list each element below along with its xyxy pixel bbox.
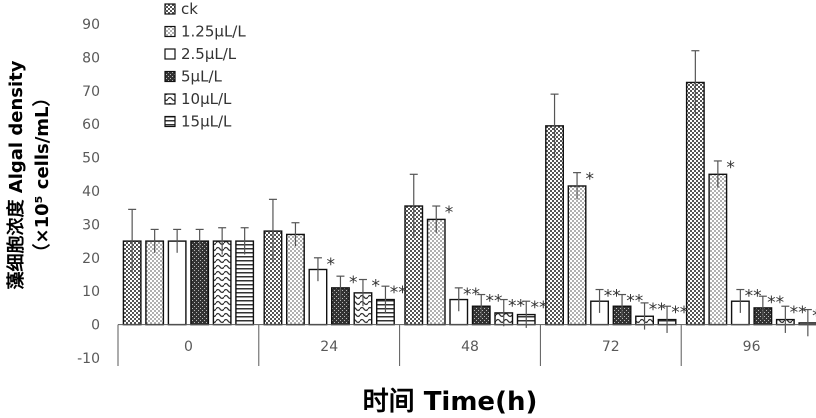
bar-checker — [687, 82, 705, 324]
bar-dots — [428, 219, 446, 324]
legend-swatch — [165, 49, 175, 59]
significance-mark: ** — [671, 303, 688, 323]
legend-swatch — [165, 94, 175, 104]
legend-label: 2.5μL/L — [181, 45, 237, 63]
y-tick-label: -10 — [77, 351, 100, 367]
y-tick-label: 60 — [82, 117, 100, 133]
legend-swatch — [165, 117, 175, 127]
x-tick-label: 0 — [184, 339, 193, 355]
significance-mark: * — [586, 170, 595, 190]
legend-label: 10μL/L — [181, 90, 232, 108]
y-tick-label: 0 — [91, 318, 100, 334]
legend-label: ck — [181, 0, 198, 18]
y-axis-title-line2: （×10⁵ cells/mL） — [32, 88, 53, 261]
y-tick-label: 70 — [82, 84, 100, 100]
legend-label: 15μL/L — [181, 113, 232, 131]
legend-swatch — [165, 27, 175, 37]
y-tick-label: 90 — [82, 17, 100, 33]
legend-swatch — [165, 4, 175, 14]
x-tick-label: 72 — [602, 339, 620, 355]
bar-dark — [191, 241, 209, 325]
y-tick-label: 50 — [82, 151, 100, 167]
significance-mark: ** — [604, 287, 621, 307]
y-tick-label: 40 — [82, 184, 100, 200]
bar-dots — [146, 241, 164, 325]
legend-swatch — [165, 72, 175, 82]
x-axis-title: 时间 Time(h) — [363, 387, 538, 417]
significance-mark: ** — [790, 303, 807, 323]
bar-dots — [709, 174, 727, 324]
legend: ck 1.25μL/L 2.5μL/L 5μL/L 10μL/L 15μL/L — [165, 0, 246, 131]
significance-mark: ** — [649, 300, 666, 320]
y-tick-label: 10 — [82, 284, 100, 300]
x-tick-label: 48 — [461, 339, 479, 355]
y-tick-label: 30 — [82, 217, 100, 233]
bar-dots — [568, 186, 586, 325]
significance-mark: ** — [812, 307, 816, 327]
significance-mark: * — [349, 273, 358, 293]
significance-mark: ** — [508, 297, 525, 317]
bar-chart: -100102030405060708090 *****************… — [0, 0, 816, 418]
y-axis-title-line1: 藻细胞浓度 Algal density — [5, 60, 27, 289]
y-axis-ticks: -10 0 10 20 30 40 50 60 70 80 90 — [77, 17, 100, 367]
y-tick-label: 20 — [82, 251, 100, 267]
significance-mark: * — [726, 158, 735, 178]
y-tick-label: 80 — [82, 50, 100, 66]
significance-mark: ** — [531, 298, 548, 318]
significance-mark: * — [371, 277, 380, 297]
y-axis-title: 藻细胞浓度 Algal density （×10⁵ cells/mL） — [5, 60, 53, 289]
legend-label: 1.25μL/L — [181, 23, 246, 41]
significance-mark: ** — [626, 292, 643, 312]
x-axis: 0 24 48 72 96 — [118, 325, 816, 366]
significance-mark: ** — [486, 292, 503, 312]
x-tick-label: 24 — [320, 339, 338, 355]
significance-mark: * — [445, 203, 454, 223]
legend-label: 5μL/L — [181, 68, 222, 86]
bar-dots — [287, 234, 305, 324]
bar-blank — [168, 241, 186, 325]
significance-mark: ** — [390, 283, 407, 303]
significance-mark: ** — [767, 293, 784, 313]
x-tick-label: 96 — [743, 339, 761, 355]
significance-mark: * — [326, 255, 335, 275]
